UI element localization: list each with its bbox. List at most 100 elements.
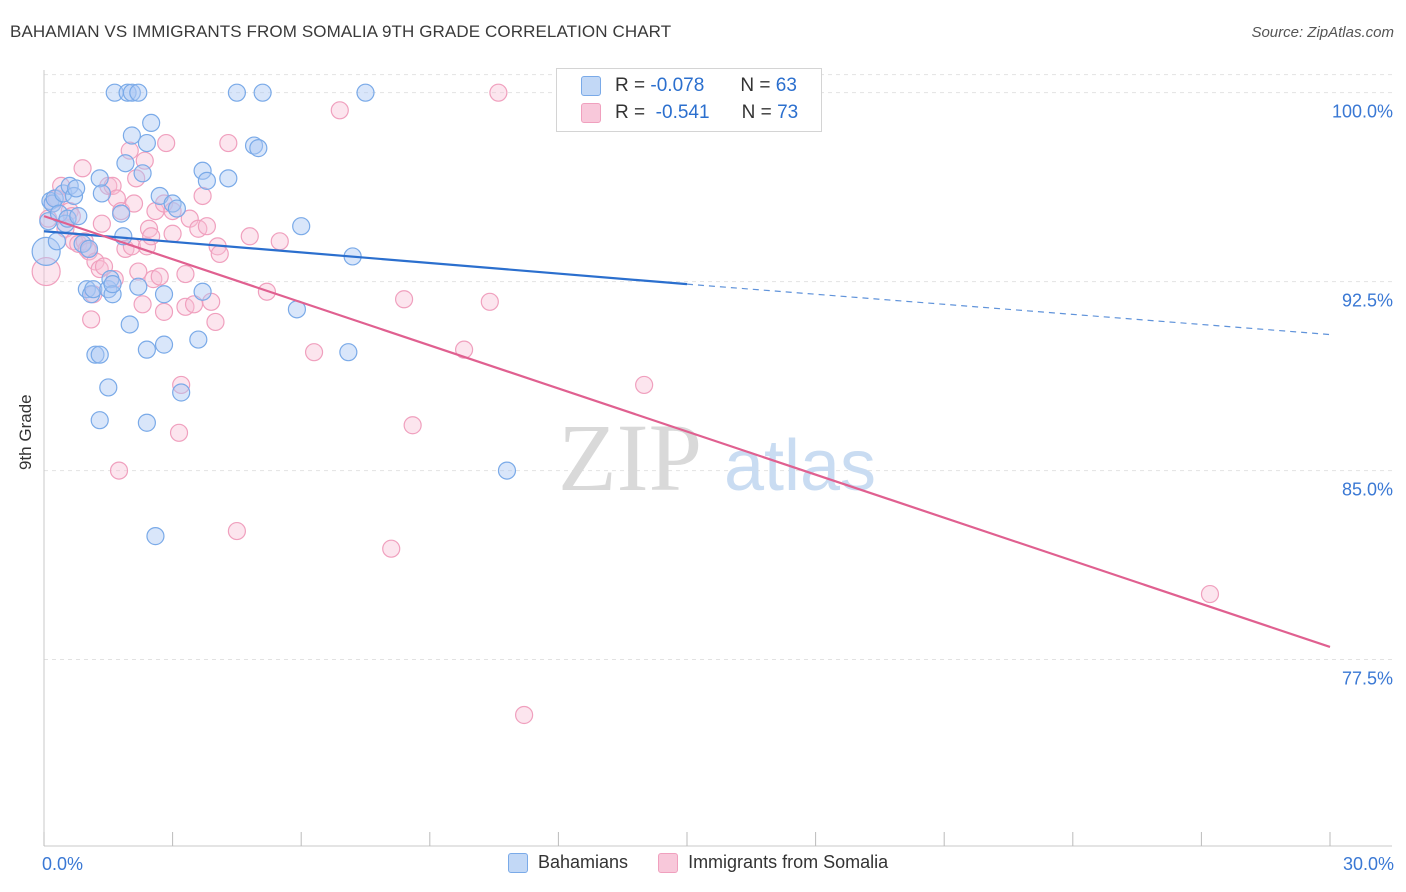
series-legend-somalia[interactable]: Immigrants from Somalia (658, 852, 888, 873)
point-bahamians (47, 232, 66, 251)
point-bahamians (133, 164, 152, 183)
legend-r-value-somalia: -0.541 (655, 102, 710, 123)
series-legend: Bahamians Immigrants from Somalia (508, 852, 918, 873)
point-bahamians (122, 83, 141, 102)
trend-line-bahamians (43, 230, 688, 286)
point-somalia (124, 194, 144, 213)
point-somalia (206, 312, 225, 332)
x-tick-label: 30.0% (1343, 854, 1394, 874)
legend-swatch-bahamians (581, 76, 601, 96)
point-bahamians (112, 204, 131, 223)
trend-line-bahamians-extension (686, 283, 1331, 336)
point-somalia (31, 256, 61, 287)
point-bahamians (67, 179, 86, 198)
y-tick-label: 92.5% (1342, 291, 1393, 311)
point-somalia (210, 244, 229, 264)
point-bahamians (146, 527, 165, 546)
legend-r-label: R = (615, 75, 646, 96)
point-bahamians (154, 335, 174, 354)
point-somalia (157, 133, 176, 153)
legend-n-value-bahamians: 63 (775, 75, 797, 96)
legend-row-somalia: R = -0.541 N = 73 (581, 100, 798, 126)
point-somalia (129, 262, 148, 281)
trend-line-somalia (43, 215, 1331, 649)
point-somalia (515, 705, 534, 725)
point-somalia (133, 295, 152, 314)
point-bahamians (339, 343, 358, 362)
trend-lines (43, 215, 1331, 649)
point-bahamians (79, 239, 99, 258)
series-legend-bahamians[interactable]: Bahamians (508, 852, 628, 873)
chart-title: BAHAMIAN VS IMMIGRANTS FROM SOMALIA 9TH … (10, 22, 672, 41)
point-bahamians (90, 169, 109, 188)
point-somalia (304, 343, 324, 362)
point-bahamians (103, 285, 122, 304)
point-somalia (454, 340, 474, 359)
point-bahamians (31, 236, 61, 267)
legend-n-label: N = (741, 102, 772, 123)
tick-labels: 100.0% 92.5% 85.0% 77.5% 0.0% 30.0% (42, 102, 1394, 874)
point-somalia (82, 310, 101, 329)
axes (43, 70, 1392, 847)
legend-n-label: N = (740, 75, 771, 96)
point-bahamians (116, 154, 135, 173)
point-somalia (169, 423, 189, 442)
point-bahamians (129, 277, 148, 296)
point-somalia (92, 214, 111, 233)
point-bahamians (227, 83, 246, 102)
legend-n-value-somalia: 73 (777, 102, 799, 123)
point-bahamians (92, 184, 111, 203)
point-somalia (330, 101, 349, 120)
point-somalia (109, 461, 129, 480)
point-somalia (172, 375, 191, 395)
point-somalia (480, 292, 499, 311)
point-bahamians (90, 345, 109, 364)
point-bahamians (253, 83, 272, 102)
point-bahamians (219, 169, 238, 188)
point-somalia (139, 219, 159, 238)
point-bahamians (197, 171, 216, 190)
point-bahamians (167, 199, 186, 218)
y-tick-label: 85.0% (1342, 480, 1393, 500)
y-tick-label: 100.0% (1332, 102, 1393, 122)
point-bahamians (118, 83, 137, 102)
point-somalia (150, 267, 169, 286)
point-somalia (73, 159, 92, 178)
point-bahamians (137, 413, 156, 432)
data-points (31, 83, 1220, 725)
series-label-bahamians: Bahamians (538, 852, 629, 872)
point-bahamians (90, 411, 109, 430)
point-bahamians (249, 139, 268, 158)
point-bahamians (99, 378, 118, 397)
point-somalia (394, 290, 414, 309)
point-somalia (227, 521, 246, 541)
point-somalia (193, 186, 212, 206)
point-bahamians (122, 126, 141, 145)
point-somalia (219, 133, 238, 153)
series-swatch-bahamians (508, 852, 528, 873)
point-bahamians (45, 189, 64, 208)
series-label-somalia: Immigrants from Somalia (688, 852, 889, 872)
legend-r-value-bahamians: -0.078 (650, 75, 705, 96)
point-bahamians (69, 207, 88, 226)
point-bahamians (64, 186, 84, 206)
point-bahamians (137, 133, 156, 153)
point-bahamians (84, 280, 103, 299)
point-bahamians (497, 461, 517, 480)
point-somalia (240, 227, 259, 246)
point-bahamians (193, 161, 212, 180)
chart-source: Source: ZipAtlas.com (1251, 24, 1394, 41)
point-bahamians (292, 217, 311, 236)
point-bahamians (193, 282, 212, 301)
legend-swatch-somalia (581, 103, 601, 123)
point-bahamians (129, 83, 148, 102)
gridlines (44, 74, 1392, 661)
point-somalia (176, 264, 195, 284)
legend-r-label: R = (615, 102, 646, 123)
point-somalia (382, 539, 401, 558)
y-axis-label: 9th Grade (16, 394, 35, 470)
point-somalia (270, 232, 289, 251)
point-bahamians (356, 83, 375, 102)
point-somalia (1200, 584, 1220, 604)
